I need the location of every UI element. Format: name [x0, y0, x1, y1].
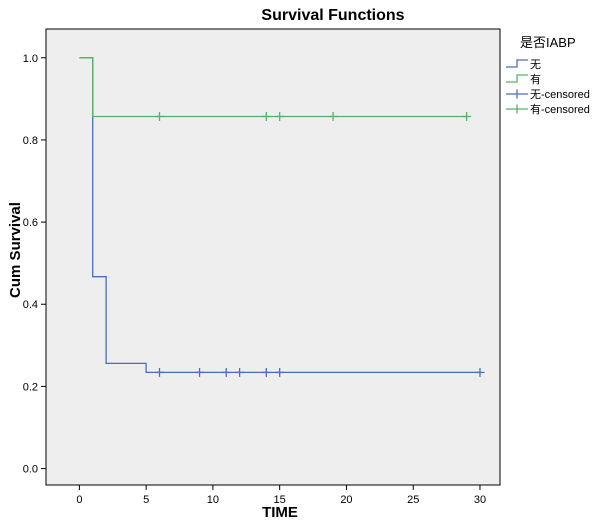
legend-label: 有: [530, 72, 541, 86]
x-tick-label: 30: [474, 494, 486, 506]
legend-label: 有-censored: [530, 102, 590, 116]
y-tick-label: 1.0: [23, 53, 38, 65]
plot-area: [45, 28, 501, 486]
y-tick-label: 0.8: [23, 135, 38, 147]
x-axis-title: TIME: [262, 504, 298, 521]
legend-label: 无: [530, 59, 541, 71]
legend-line-swatch: [506, 74, 528, 83]
x-tick-label: 10: [207, 494, 219, 506]
x-tick-label: 25: [407, 494, 419, 506]
x-tick-label: 5: [143, 494, 149, 506]
y-tick-label: 0.6: [23, 217, 38, 229]
legend-title: 是否IABP: [520, 35, 576, 50]
y-axis-title: Cum Survival: [7, 202, 24, 298]
x-tick-label: 0: [76, 494, 82, 506]
legend-label: 无-censored: [530, 89, 590, 101]
legend-line-swatch: [506, 59, 528, 68]
y-tick-label: 0.4: [23, 299, 38, 311]
y-tick-label: 0.2: [23, 381, 38, 393]
y-tick-label: 0.0: [23, 464, 38, 476]
x-tick-label: 15: [274, 494, 286, 506]
chart-title: Survival Functions: [261, 7, 404, 24]
x-tick-label: 20: [340, 494, 352, 506]
